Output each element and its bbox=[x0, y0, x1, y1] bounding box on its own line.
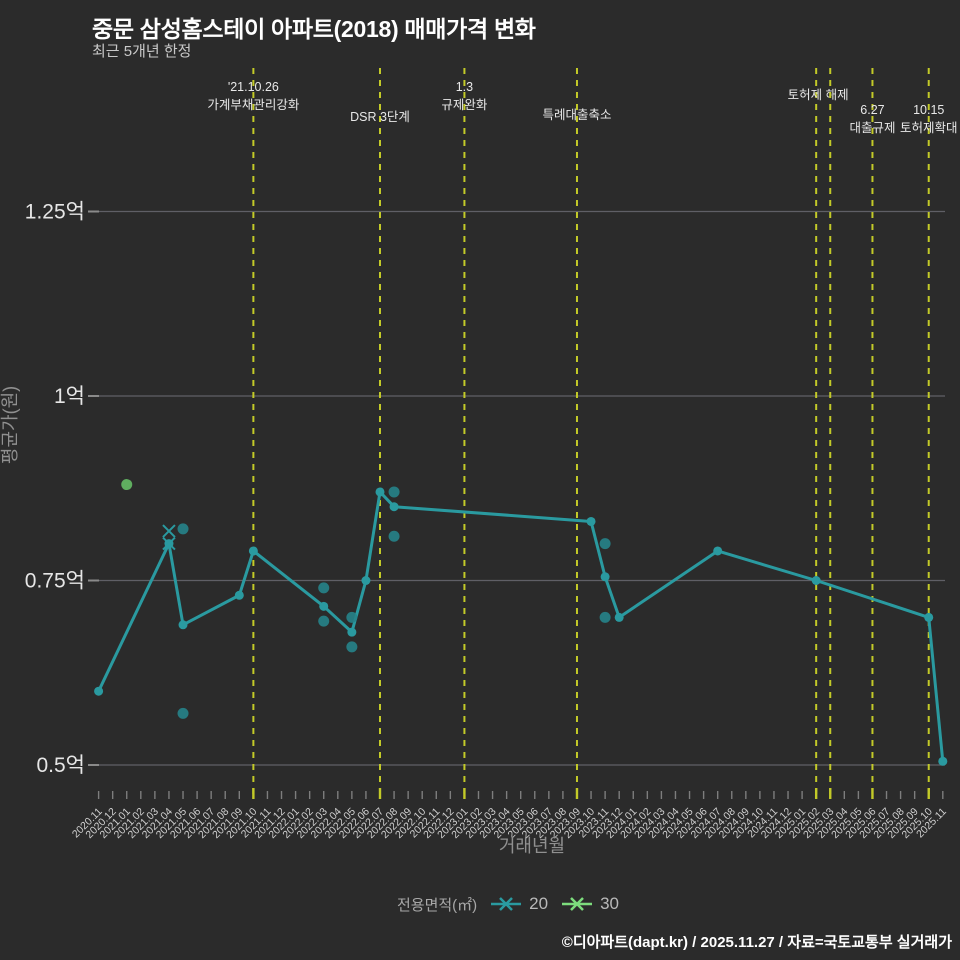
y-tick-label: 0.5억 bbox=[36, 754, 85, 777]
price-point bbox=[248, 546, 258, 556]
annotation-label: 가계부채관리강화 bbox=[207, 98, 300, 112]
annotation-label: DSR 3단계 bbox=[350, 110, 410, 124]
price-point bbox=[178, 620, 188, 630]
price-point bbox=[938, 756, 948, 766]
annotation-label: 1.3 bbox=[456, 80, 473, 94]
legend-marker-x-icon bbox=[491, 897, 522, 911]
legend-item-30[interactable]: 30 bbox=[562, 894, 619, 914]
page-subtitle: 최근 5개년 한정 bbox=[92, 43, 192, 60]
price-point bbox=[924, 612, 934, 622]
y-tick-label: 0.75억 bbox=[25, 570, 85, 593]
legend-item-label: 30 bbox=[600, 894, 620, 913]
legend-item-label: 20 bbox=[529, 894, 549, 913]
scatter-point-20 bbox=[388, 486, 400, 498]
scatter-point-20 bbox=[346, 641, 358, 653]
annotation-label: 토허제 해제 bbox=[788, 88, 849, 102]
price-point bbox=[234, 590, 244, 600]
scatter-point-20 bbox=[177, 523, 189, 535]
annotation-label: 6.27 bbox=[860, 103, 884, 117]
scatter-point-20 bbox=[599, 538, 611, 550]
price-point bbox=[94, 686, 104, 696]
y-tick-label: 1억 bbox=[54, 385, 85, 408]
copyright-footer: ©디아파트(dapt.kr) / 2025.11.27 / 자료=국토교통부 실… bbox=[561, 934, 952, 951]
price-point bbox=[361, 576, 371, 585]
scatter-point-20 bbox=[318, 582, 330, 594]
annotation-label: '21.10.26 bbox=[228, 80, 279, 94]
scatter-point-20 bbox=[318, 615, 330, 627]
y-tick-label: 1.25억 bbox=[25, 201, 85, 224]
price-point bbox=[614, 612, 624, 622]
scatter-point-20 bbox=[177, 707, 189, 719]
x-axis-title: 거래년월 bbox=[499, 836, 565, 856]
annotation-label: 10.15 bbox=[913, 103, 944, 117]
annotation-label: 규제완화 bbox=[441, 98, 488, 112]
legend-marker-x-icon bbox=[562, 897, 593, 911]
scatter-point-20 bbox=[346, 611, 358, 623]
price-point bbox=[389, 502, 399, 512]
scatter-point-30 bbox=[121, 479, 133, 491]
legend-item-20[interactable]: 20 bbox=[491, 894, 548, 914]
price-point bbox=[347, 627, 357, 637]
price-point bbox=[713, 546, 723, 556]
page-title: 중문 삼성홈스테이 아파트(2018) 매매가격 변화 bbox=[92, 16, 536, 42]
price-point bbox=[586, 516, 596, 526]
annotation-label: 토허제확대 bbox=[900, 121, 958, 135]
scatter-point-20 bbox=[388, 530, 400, 542]
price-point bbox=[811, 576, 821, 585]
annotation-label: 특례대출축소 bbox=[542, 108, 611, 122]
annotation-label: 대출규제 bbox=[849, 121, 895, 135]
price-point bbox=[319, 601, 329, 611]
price-point bbox=[600, 572, 610, 582]
x-marker-20 bbox=[162, 536, 176, 551]
x-marker-20 bbox=[162, 524, 176, 538]
y-axis-title: 평균가(원) bbox=[0, 386, 20, 464]
price-point bbox=[375, 487, 385, 497]
scatter-point-20 bbox=[599, 611, 611, 623]
legend: 전용면적(㎡) 20 30 bbox=[0, 890, 960, 918]
legend-title: 전용면적(㎡) bbox=[396, 896, 478, 914]
